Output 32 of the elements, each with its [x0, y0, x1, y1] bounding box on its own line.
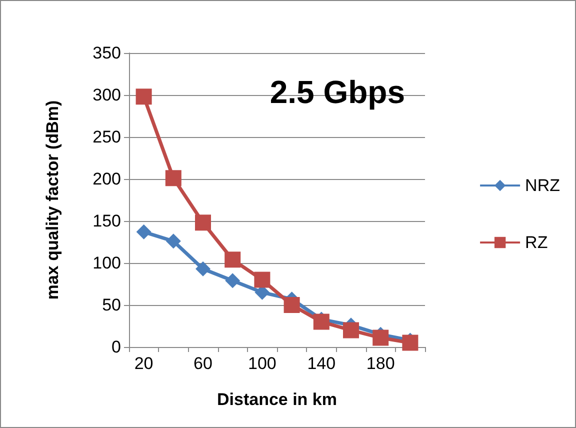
y-tick-label: 350 — [92, 44, 121, 62]
y-tick-label: 50 — [102, 296, 121, 314]
point — [343, 322, 359, 338]
x-tick-label: 180 — [366, 354, 395, 373]
x-tick-label: 140 — [307, 354, 336, 373]
y-tick-label: 300 — [92, 86, 121, 104]
y-tick-label: 200 — [92, 170, 121, 188]
y-tick-label: 100 — [92, 254, 121, 272]
point — [284, 297, 300, 313]
y-tick-label: 0 — [112, 338, 121, 356]
point — [224, 252, 241, 268]
x-tick-label: 100 — [248, 354, 276, 373]
point — [195, 214, 211, 231]
annotation: 2.5 Gbps — [270, 74, 405, 110]
x-axis-title: Distance in km — [217, 390, 337, 409]
point — [402, 334, 418, 351]
legend-label: NRZ — [525, 176, 560, 195]
point — [372, 330, 389, 346]
point — [313, 314, 330, 330]
point — [254, 272, 270, 288]
y-tick-label: 250 — [92, 128, 121, 146]
point — [225, 273, 240, 288]
point — [165, 170, 182, 186]
legend-label: RZ — [525, 233, 548, 252]
point — [166, 234, 181, 249]
x-tick-label: 20 — [134, 354, 154, 373]
point — [136, 88, 152, 105]
point — [196, 261, 210, 276]
point — [136, 224, 152, 240]
y-tick-label: 150 — [92, 212, 121, 230]
y-axis-title: max quality factor (dBm) — [43, 100, 62, 300]
x-tick-label: 60 — [194, 354, 212, 373]
